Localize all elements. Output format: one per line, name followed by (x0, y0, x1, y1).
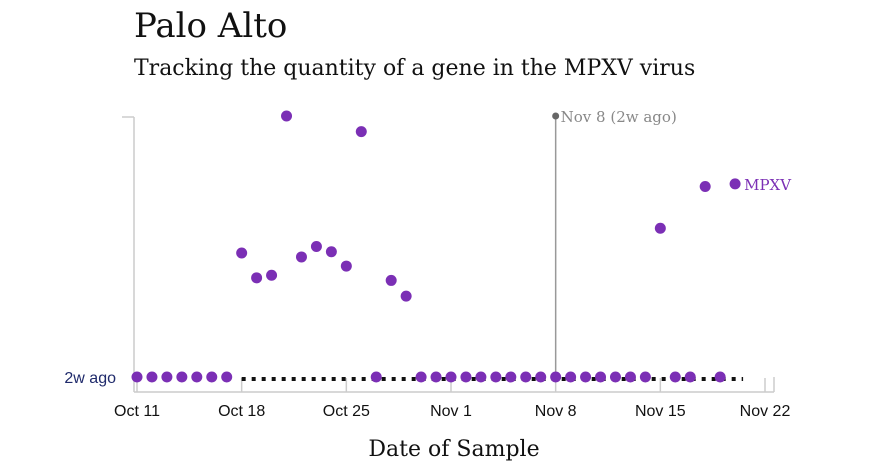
data-point (624, 371, 636, 383)
chart-title: Palo Alto (134, 6, 288, 46)
data-point (714, 371, 726, 383)
data-point (385, 274, 397, 286)
x-tick-label: Oct 11 (114, 403, 160, 420)
x-axis-label: Date of Sample (368, 437, 539, 462)
data-point (550, 371, 562, 383)
data-point (131, 371, 143, 383)
series-label: MPXV (744, 176, 792, 194)
data-point (310, 241, 322, 252)
data-point (729, 178, 741, 190)
data-point (639, 371, 651, 383)
data-point (236, 247, 248, 259)
data-point (475, 371, 487, 383)
data-point (565, 371, 577, 383)
annotation-label: Nov 8 (2w ago) (561, 108, 677, 126)
data-point (669, 371, 681, 383)
annotation-dot (552, 112, 560, 120)
data-point (206, 371, 218, 383)
data-point (295, 251, 307, 263)
data-point (191, 371, 203, 383)
data-point (445, 371, 457, 383)
data-point (415, 371, 427, 383)
x-tick-label: Oct 18 (218, 403, 265, 420)
x-tick-label: Nov 22 (740, 403, 791, 420)
chart-subtitle: Tracking the quantity of a gene in the M… (134, 56, 696, 81)
data-point (400, 290, 412, 302)
data-point (460, 371, 472, 383)
data-point (161, 371, 173, 383)
data-point (699, 180, 711, 192)
data-point (684, 371, 696, 383)
data-point (580, 371, 592, 383)
data-point (654, 222, 666, 234)
x-tick-label: Nov 1 (430, 403, 472, 420)
y-tick-label: 2w ago (64, 370, 116, 387)
data-point (325, 246, 337, 258)
data-point (355, 126, 367, 138)
data-point (430, 371, 442, 383)
x-tick-label: Nov 15 (635, 403, 686, 420)
data-point (281, 110, 293, 122)
data-point (595, 371, 607, 383)
data-point (370, 371, 382, 383)
data-point (340, 260, 352, 272)
data-point (505, 371, 517, 383)
x-tick-label: Oct 25 (323, 403, 370, 420)
data-point (266, 269, 278, 281)
data-point (221, 371, 233, 383)
data-point (609, 371, 621, 383)
x-tick-label: Nov 8 (535, 403, 577, 420)
data-point (176, 371, 188, 383)
data-point (490, 371, 502, 383)
data-point (146, 371, 158, 383)
data-point (535, 371, 547, 383)
data-point (520, 371, 532, 383)
data-point (251, 272, 263, 284)
